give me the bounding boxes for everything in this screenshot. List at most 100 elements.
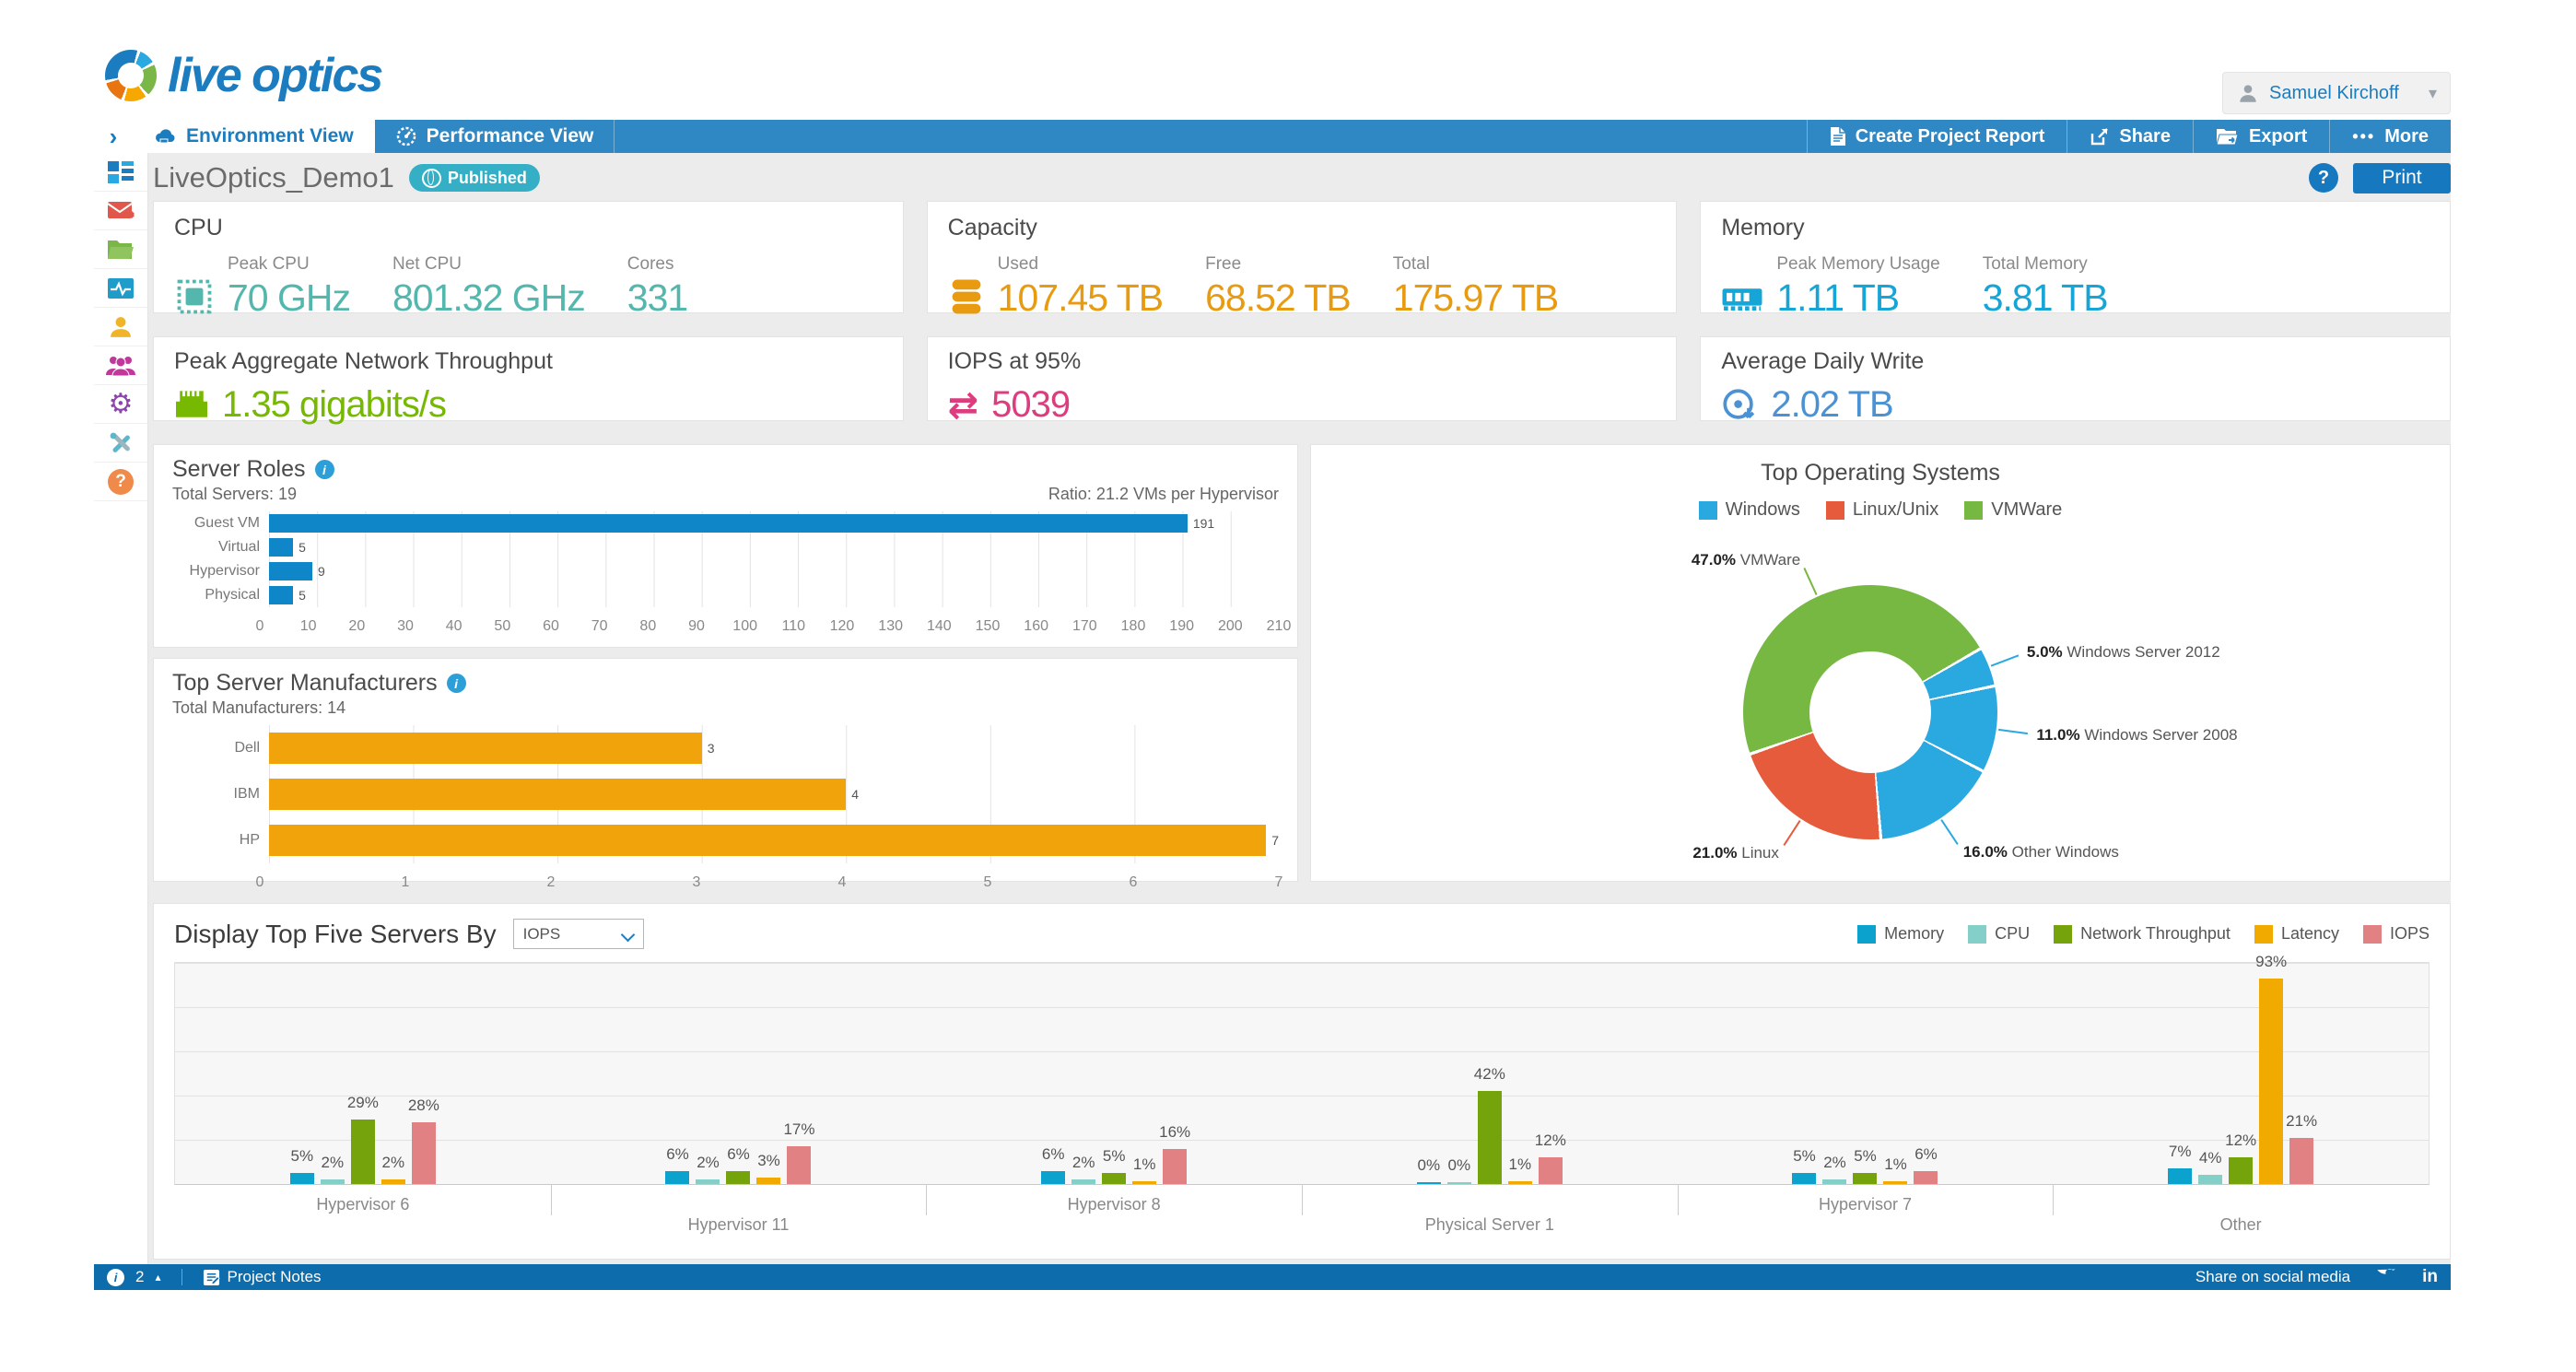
legend-item[interactable]: Linux/Unix: [1825, 499, 1938, 521]
legend-item[interactable]: Network Throughput: [2054, 924, 2231, 944]
bar-value-label: 21%: [2286, 1112, 2318, 1130]
bar: [1102, 1173, 1127, 1184]
create-project-report-button[interactable]: Create Project Report: [1806, 120, 2067, 153]
manufacturers-card: Top Server Manufacturers i Total Manufac…: [153, 658, 1298, 890]
twitter-button[interactable]: [2372, 1267, 2396, 1287]
sidebar-item-projects[interactable]: [94, 230, 147, 269]
bar: [269, 514, 1188, 533]
bar-slot: 0%: [1446, 1156, 1471, 1184]
bar-slot: 2%: [381, 1154, 405, 1184]
axis-tick-label: 6: [1129, 874, 1138, 890]
axis-tick-label: 160: [1024, 618, 1049, 634]
metric-value: 107.45 TB: [997, 276, 1164, 319]
legend-item[interactable]: IOPS: [2362, 924, 2430, 944]
bar-slot: 5%: [1792, 1147, 1817, 1184]
print-button[interactable]: Print: [2353, 162, 2451, 193]
share-icon: [2090, 126, 2110, 147]
info-icon[interactable]: i: [446, 674, 466, 693]
legend-item[interactable]: CPU: [1968, 924, 2030, 944]
metric-value: 3.81 TB: [1982, 276, 2109, 319]
axis-tick-label: 190: [1169, 618, 1195, 634]
sidebar-item-users[interactable]: [94, 346, 147, 385]
bar: [411, 1122, 436, 1184]
top-servers-title: Display Top Five Servers By: [174, 919, 497, 948]
tab-environment-label: Environment View: [186, 125, 354, 147]
group-bars: 7% 4% 12% 93% 21%: [2053, 953, 2429, 1184]
page-help-button[interactable]: ?: [2309, 163, 2338, 193]
application-window: live optics Samuel Kirchoff ▾ › Environm…: [94, 0, 2451, 1290]
bar-value-label: 2%: [321, 1154, 345, 1171]
bar: [1853, 1173, 1878, 1184]
gauge-icon: [395, 125, 417, 147]
bar-value-label: 7%: [2168, 1143, 2192, 1160]
metric-value: 1.11 TB: [1776, 276, 1900, 319]
operating-systems-title: Top Operating Systems: [1761, 460, 2000, 486]
bar-row: Physical 5: [172, 583, 1279, 607]
sidebar-item-dashboard[interactable]: [94, 153, 147, 192]
info-icon[interactable]: i: [314, 460, 334, 479]
user-icon: [111, 316, 131, 337]
top-servers-metric-select[interactable]: IOPS: [512, 919, 644, 949]
server-roles-chart: Guest VM 191 Virtual 5 Hypervisor 9 Physical 5: [172, 511, 1279, 607]
bar: [726, 1171, 751, 1184]
info-icon[interactable]: i: [107, 1268, 124, 1286]
tab-performance-view[interactable]: Performance View: [375, 120, 615, 153]
legend-item[interactable]: VMWare: [1964, 499, 2062, 521]
transfer-arrows-icon: ⇄: [947, 383, 979, 427]
bar-category-label: Virtual: [217, 539, 260, 555]
axis-tick-label: 50: [494, 618, 511, 634]
sidebar-item-settings[interactable]: ⚙: [94, 385, 147, 424]
iops-card: IOPS at 95% ⇄ 5039: [926, 336, 1678, 427]
bar-value-label: 9: [317, 564, 325, 579]
memory-card: Memory Peak Memory Usage 1.11 TB Total Me…: [1700, 201, 2451, 319]
bar-value-label: 42%: [1473, 1065, 1505, 1083]
sidebar-item-tools[interactable]: [94, 424, 147, 463]
tab-environment-view[interactable]: Environment View: [133, 120, 375, 153]
legend-item[interactable]: Latency: [2254, 924, 2339, 944]
caret-up-icon[interactable]: ▴: [155, 1271, 161, 1284]
bar-value-label: 3%: [757, 1152, 780, 1169]
header: live optics Samuel Kirchoff ▾: [94, 0, 2451, 120]
help-icon: ?: [108, 468, 134, 495]
export-button[interactable]: Export: [2192, 120, 2329, 153]
linkedin-icon[interactable]: in: [2422, 1267, 2438, 1286]
bar-slot: 2%: [696, 1154, 720, 1184]
group-bars: 6% 2% 5% 1% 16%: [926, 963, 1302, 1184]
user-name: Samuel Kirchoff: [2269, 82, 2399, 103]
metric-label: Free: [1205, 254, 1242, 274]
iops-value: 5039: [991, 384, 1071, 425]
sidebar-item-activity[interactable]: [94, 269, 147, 308]
note-icon: [203, 1269, 220, 1286]
daily-write-card: Average Daily Write 2.02 TB: [1700, 336, 2451, 425]
secondary-cards-row: Peak Aggregate Network Throughput 1.35 g…: [153, 336, 2451, 427]
cpu-card-title: CPU: [174, 215, 223, 240]
group-category-label: Hypervisor 11: [687, 1215, 790, 1234]
donut-label-line: [1990, 654, 2019, 667]
legend-swatch: [1825, 500, 1844, 520]
bar-value-label: 0%: [1447, 1156, 1471, 1174]
more-button[interactable]: ••• More: [2329, 120, 2451, 153]
chevron-down-icon: ▾: [2428, 83, 2437, 102]
legend-item[interactable]: Windows: [1698, 499, 1800, 521]
axis-tick-label: 90: [688, 618, 705, 634]
bar: [787, 1146, 812, 1184]
bar-value-label: 5%: [1793, 1147, 1816, 1165]
project-notes-button[interactable]: Project Notes: [203, 1268, 322, 1286]
total-servers-label: Total Servers: 19: [172, 485, 298, 503]
sidebar-item-help[interactable]: ?: [94, 463, 147, 501]
share-button[interactable]: Share: [2067, 120, 2193, 153]
bar: [1446, 1182, 1471, 1184]
bar-row: Hypervisor 9: [172, 559, 1279, 583]
sidebar-item-mail[interactable]: [94, 192, 147, 230]
manufacturers-chart: Dell 3 IBM 4 HP 7: [172, 725, 1279, 863]
legend-item[interactable]: Memory: [1857, 924, 1944, 944]
bar-slot: 17%: [783, 1120, 815, 1184]
bar: [289, 1173, 314, 1184]
sidebar-collapse-button[interactable]: ›: [94, 120, 133, 153]
sidebar-item-user[interactable]: [94, 308, 147, 346]
bar: [1132, 1181, 1157, 1184]
bar-value-label: 5: [299, 588, 306, 603]
axis-tick-label: 120: [829, 618, 855, 634]
bar-slot: 29%: [347, 1094, 379, 1184]
user-menu[interactable]: Samuel Kirchoff ▾: [2222, 72, 2451, 114]
